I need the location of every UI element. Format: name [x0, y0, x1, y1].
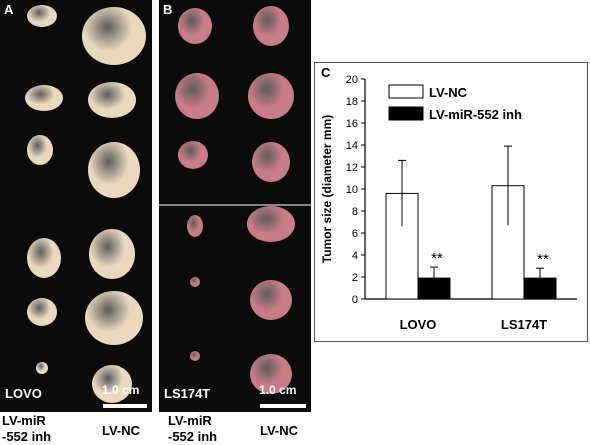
y-tick-label: 4: [352, 250, 358, 262]
panel-a-photo: A LOVO 1.0 cm: [0, 0, 152, 412]
tumor-ls174t-inh-1: [178, 8, 212, 44]
tumor-lovo-inh-1: [27, 5, 57, 27]
panel-a-col-left-label: LV-miR -552 inh: [2, 413, 51, 445]
panel-b-col-left-label-line1: LV-miR: [168, 413, 212, 428]
panel-c-chart: C 0 2 4 6 8 10 12 14 16 18 20 Tumor size (diameter …: [314, 62, 588, 342]
tumor-lovo-nc-2: [88, 82, 136, 118]
legend-label: LV-miR-552 inh: [429, 107, 522, 122]
panel-c-label: C: [321, 65, 331, 80]
tumor-lovo-nc-4: [89, 229, 135, 279]
panel-a-scale-label: 1.0 cm: [102, 383, 140, 397]
tumor-ls174t-nc-4: [247, 206, 295, 242]
tumor-lovo-inh-5: [27, 298, 57, 326]
x-category-label: LOVO: [400, 317, 437, 332]
panel-b-label: B: [163, 2, 173, 17]
tumor-ls174t-inh-5: [190, 277, 200, 287]
panel-a-col-left-label-line1: LV-miR: [2, 413, 46, 428]
panel-a-col-right-label: LV-NC: [102, 423, 141, 438]
y-tick-label: 18: [346, 96, 358, 108]
legend-swatch: [388, 106, 424, 121]
panel-b-col-left-label-line2: -552 inh: [168, 429, 218, 444]
panel-a-label: A: [4, 2, 14, 17]
x-category-label: LS174T: [501, 317, 547, 332]
tumor-ls174t-inh-6: [190, 351, 200, 361]
tumor-lovo-nc-1: [82, 7, 146, 65]
y-tick-label: 16: [346, 118, 358, 130]
tumor-ls174t-inh-3: [178, 141, 208, 169]
panel-a-scale-bar: [103, 404, 147, 408]
panel-b-cell-line: LS174T: [164, 386, 211, 401]
tumor-ls174t-nc-5: [250, 280, 292, 320]
panel-b-divider: [159, 204, 311, 206]
y-tick-label: 12: [346, 162, 358, 174]
tumor-ls174t-nc-3: [252, 142, 290, 182]
tumor-ls174t-nc-1: [253, 6, 289, 46]
chart-axes: 0 2 4 6 8 10 12 14 16 18 20 Tumor size (diameter mm…: [320, 74, 577, 332]
tumor-ls174t-nc-2: [248, 73, 294, 119]
tumor-ls174t-nc-6: [250, 354, 292, 394]
tumor-ls174t-inh-4: [187, 215, 203, 237]
panel-a-cell-line: LOVO: [5, 386, 42, 401]
significance-marker: **: [431, 250, 443, 267]
panel-b-scale-bar: [260, 404, 306, 408]
panel-a-col-left-label-line2: -552 inh: [2, 429, 52, 444]
y-tick-label: 6: [352, 228, 358, 240]
tumor-lovo-nc-5: [85, 291, 143, 345]
panel-b-col-left-label: LV-miR -552 inh: [168, 413, 217, 445]
panel-b-photo: B LS174T 1.0 cm: [159, 0, 311, 412]
y-tick-label: 10: [346, 184, 358, 196]
y-tick-label: 8: [352, 206, 358, 218]
tumor-lovo-nc-3: [88, 142, 140, 198]
y-tick-label: 20: [346, 74, 358, 86]
y-tick-label: 0: [352, 294, 358, 306]
chart-legend: LV-NC LV-miR-552 inh: [388, 84, 522, 122]
tumor-lovo-inh-4: [27, 238, 61, 278]
tumor-lovo-inh-2: [25, 85, 63, 111]
tumor-lovo-inh-3: [27, 135, 53, 165]
chart-bars: ** **: [385, 145, 557, 300]
y-tick-label: 2: [352, 272, 358, 284]
y-tick-label: 14: [346, 140, 358, 152]
tumor-lovo-nc-6: [92, 365, 132, 403]
legend-label: LV-NC: [429, 85, 468, 100]
significance-marker: **: [537, 251, 549, 268]
tumor-size-bar-chart: C 0 2 4 6 8 10 12 14 16 18 20 Tumor size (diameter …: [320, 65, 577, 332]
legend-swatch: [388, 84, 424, 99]
panel-b-col-right-label: LV-NC: [260, 423, 299, 438]
panel-b-scale-label: 1.0 cm: [259, 383, 297, 397]
tumor-ls174t-inh-2: [175, 73, 219, 119]
tumor-lovo-inh-6: [36, 362, 48, 374]
y-axis-title: Tumor size (diameter mm): [320, 115, 334, 263]
